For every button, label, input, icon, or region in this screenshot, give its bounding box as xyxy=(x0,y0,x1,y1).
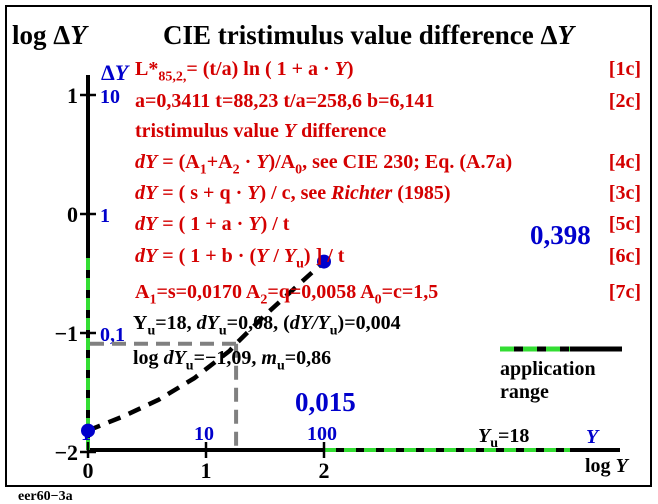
y-linear-axis-title: ΔY xyxy=(101,60,131,85)
equation-ref-7: [7c] xyxy=(609,281,641,303)
y-tick-label-3: 1 xyxy=(67,83,78,108)
equation-2: tristimulus value Y difference xyxy=(135,120,386,142)
note-yu: Yu=18, dYu=0,08, (dY/Yu)=0,004 xyxy=(133,312,401,339)
note-log-dyu: log dYu=−1,09, mu=0,86 xyxy=(133,347,331,374)
y-linear-tick-0: 0,1 xyxy=(100,324,125,346)
x-linear-axis-title: Y xyxy=(586,426,600,448)
chart-frame xyxy=(5,5,652,487)
chart-title: CIE tristimulus value difference ΔY xyxy=(163,20,576,50)
point-label-high: 0,398 xyxy=(530,220,591,250)
x-tick-label-2: 0 xyxy=(83,458,94,483)
x-linear-tick-2: 10 xyxy=(194,423,214,445)
equation-ref-5: [5c] xyxy=(609,213,641,235)
y-tick-label-0: −2 xyxy=(54,440,78,465)
equation-6: dY = ( 1 + b · (Y / Yu) ] / t xyxy=(135,245,345,272)
x-linear-tick-3: 100 xyxy=(307,423,337,445)
equation-7: A1=s=0,0170 A2=q=0,0058 A0=c=1,5 xyxy=(135,281,438,308)
y-tick-label-1: −1 xyxy=(54,321,78,346)
equation-1: a=0,3411 t=88,23 t/a=258,6 b=6,141 xyxy=(135,90,434,112)
y-tick-label-2: 0 xyxy=(67,202,78,227)
equation-ref-6: [6c] xyxy=(609,245,641,267)
x-tick-label-4: 2 xyxy=(319,458,330,483)
equation-ref-1: [2c] xyxy=(609,90,641,112)
footer-code: eer60−3a xyxy=(18,489,73,504)
y-axis-title: log ΔY xyxy=(12,20,89,50)
y-linear-tick-1: 1 xyxy=(100,205,110,227)
equation-ref-3: [4c] xyxy=(609,151,641,173)
point-label-low: 0,015 xyxy=(295,387,356,417)
x-axis-title: log Y xyxy=(585,455,630,477)
range-label: range xyxy=(500,381,549,403)
equation-4: dY = ( s + q · Y) / c, see Richter (1985… xyxy=(135,182,451,204)
series-curve xyxy=(87,259,326,433)
data-point-1 xyxy=(317,254,331,269)
y-linear-tick-2: 10 xyxy=(100,86,120,108)
yu-marker-label: Yu=18 xyxy=(478,425,529,451)
equation-5: dY = ( 1 + a · Y) / t xyxy=(135,213,290,235)
data-point-0 xyxy=(81,423,95,438)
equation-0: L*85,2,= (t/a) ln ( 1 + a · Y) xyxy=(135,58,354,85)
application-label: application xyxy=(500,358,596,380)
x-tick-label-3: 1 xyxy=(201,458,212,483)
equation-ref-4: [3c] xyxy=(609,182,641,204)
equation-3: dY = (A1+A2 · Y)/A0, see CIE 230; Eq. (A… xyxy=(135,151,512,178)
equation-ref-0: [1c] xyxy=(609,58,641,80)
